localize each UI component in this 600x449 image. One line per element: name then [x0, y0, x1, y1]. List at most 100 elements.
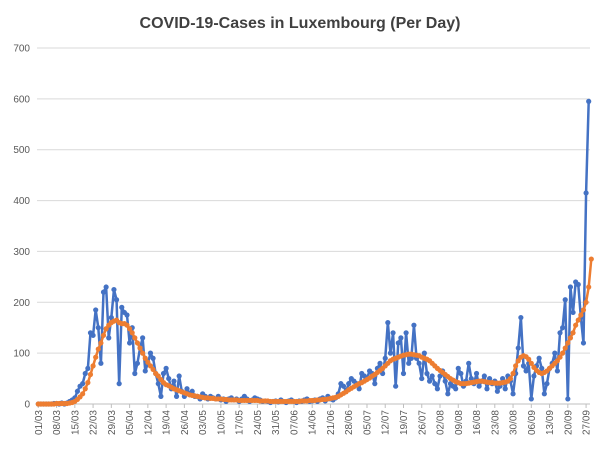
data-point — [421, 350, 427, 356]
data-point — [562, 297, 568, 303]
data-point — [434, 386, 441, 392]
data-point — [560, 350, 566, 356]
x-tick-label: 22/03 — [89, 410, 100, 435]
data-point — [137, 345, 143, 351]
y-tick-label: 0 — [24, 400, 30, 411]
x-tick-label: 07/06 — [289, 410, 300, 435]
data-point — [87, 371, 94, 378]
x-tick-label: 09/08 — [454, 410, 465, 435]
data-point — [580, 340, 587, 346]
data-point — [134, 360, 141, 366]
x-tick-label: 26/04 — [180, 410, 191, 435]
data-point — [100, 332, 107, 338]
data-point — [411, 322, 417, 328]
data-point — [502, 386, 508, 392]
x-axis: 01/03 08/03 15/03 22/03 29/03 05/04 12/04 19/04… — [34, 403, 600, 435]
x-tick-label: 19/07 — [399, 410, 410, 435]
x-tick-label: 02/08 — [436, 410, 447, 435]
data-point — [387, 350, 394, 356]
data-point — [124, 322, 130, 328]
data-point — [513, 363, 519, 369]
x-tick-label: 06/09 — [527, 410, 538, 435]
data-point — [437, 373, 443, 379]
data-point — [583, 299, 589, 305]
y-tick-label: 300 — [13, 247, 30, 258]
data-point — [552, 350, 558, 356]
data-point — [106, 335, 112, 341]
data-point — [554, 358, 560, 364]
y-tick-label: 200 — [13, 298, 30, 309]
data-point — [142, 368, 148, 374]
data-point — [134, 340, 141, 346]
x-tick-label: 27/09 — [582, 410, 593, 435]
data-point — [565, 396, 571, 402]
data-point — [494, 388, 500, 394]
data-point — [382, 355, 388, 361]
data-point — [132, 370, 138, 377]
data-point — [403, 330, 409, 336]
data-point — [562, 345, 568, 351]
data-point — [408, 355, 414, 361]
y-axis: 0 100 200 300 400 500 600 700 — [13, 44, 30, 411]
data-point — [406, 360, 412, 366]
data-point — [140, 335, 146, 341]
data-point — [536, 355, 542, 361]
x-tick-label: 31/05 — [271, 410, 282, 435]
data-point — [458, 370, 464, 377]
x-tick-label: 28/06 — [344, 410, 355, 435]
data-point — [570, 330, 576, 336]
data-point — [171, 378, 177, 384]
data-point — [526, 356, 532, 362]
data-point — [184, 386, 190, 392]
data-point — [565, 340, 571, 346]
x-tick-label: 13/09 — [545, 410, 556, 435]
data-point — [98, 340, 104, 346]
data-point — [557, 330, 563, 336]
x-tick-label: 05/04 — [125, 410, 136, 435]
data-point — [80, 391, 86, 397]
x-tick-label: 01/03 — [34, 410, 45, 435]
data-point — [385, 320, 391, 326]
data-point — [586, 284, 592, 290]
data-point — [113, 297, 120, 303]
data-point — [85, 365, 91, 371]
data-point — [419, 375, 425, 382]
data-point — [468, 375, 474, 382]
data-point — [147, 363, 154, 369]
data-point — [150, 355, 156, 361]
data-point — [560, 325, 566, 331]
x-tick-label: 14/06 — [308, 410, 319, 435]
data-point — [103, 326, 109, 332]
x-tick-label: 10/05 — [216, 410, 227, 435]
data-point — [518, 314, 524, 321]
y-tick-label: 700 — [13, 44, 30, 55]
gridlines — [37, 47, 590, 354]
data-point — [390, 330, 396, 336]
data-point — [520, 363, 527, 369]
data-point — [150, 366, 156, 373]
x-tick-label: 30/08 — [509, 410, 520, 435]
data-point — [129, 330, 135, 336]
data-point — [93, 354, 99, 360]
data-point — [119, 304, 125, 310]
x-tick-label: 12/04 — [143, 410, 154, 435]
data-point — [515, 358, 521, 364]
data-point — [473, 370, 480, 377]
data-point — [445, 391, 451, 397]
x-tick-label: 12/07 — [381, 410, 392, 435]
data-point — [155, 373, 161, 379]
x-tick-label: 15/03 — [70, 410, 81, 435]
y-tick-label: 400 — [13, 196, 30, 207]
data-point — [515, 345, 521, 351]
data-point — [578, 312, 584, 318]
data-point — [346, 381, 352, 387]
series-2 — [35, 256, 594, 407]
y-tick-label: 500 — [13, 145, 30, 156]
data-point — [481, 373, 487, 379]
data-point — [455, 365, 461, 371]
data-point — [340, 383, 347, 389]
x-tick-label: 23/08 — [490, 410, 501, 435]
data-point — [108, 314, 114, 321]
